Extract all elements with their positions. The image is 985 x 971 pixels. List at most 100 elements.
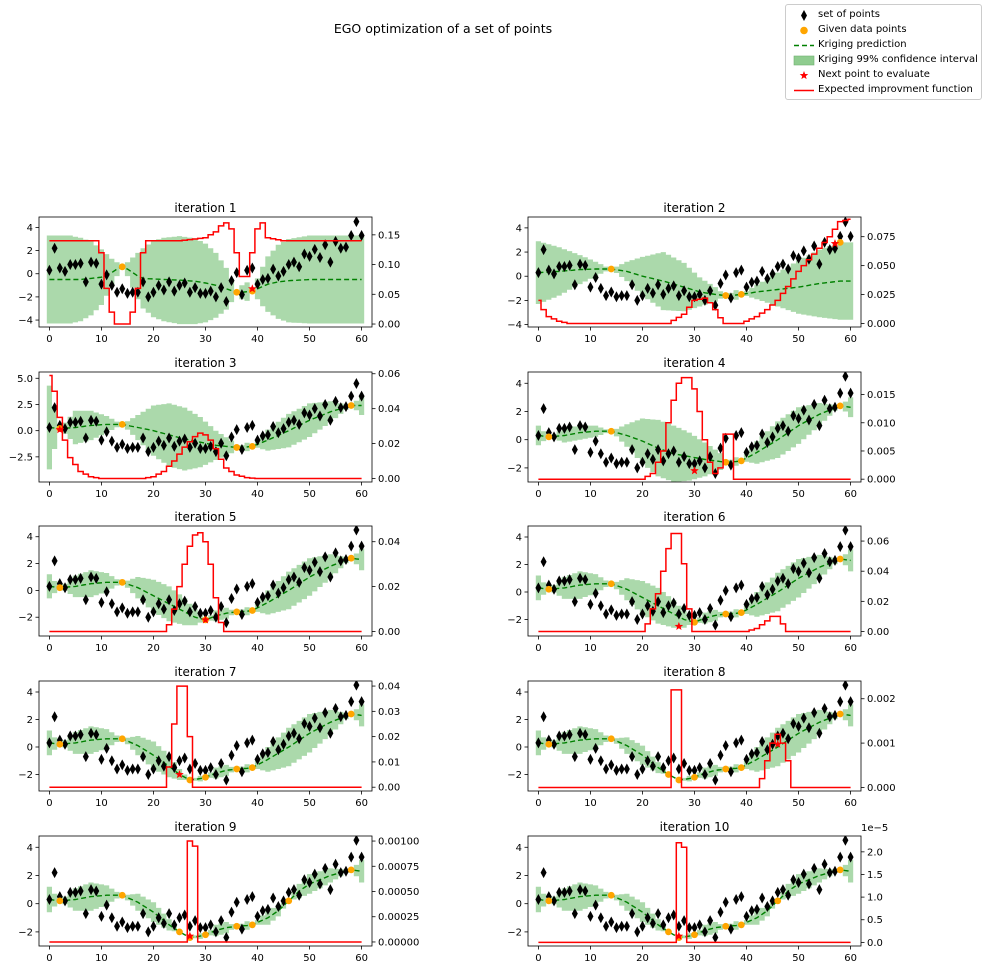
data-point-diamond xyxy=(301,407,308,419)
data-point-diamond xyxy=(301,874,308,886)
data-point-diamond xyxy=(67,416,74,428)
data-point-diamond xyxy=(192,758,199,769)
data-point-diamond xyxy=(56,262,63,274)
given-data-point xyxy=(118,891,126,899)
data-point-diamond xyxy=(597,600,604,612)
data-point-diamond xyxy=(171,285,178,297)
data-point-diamond xyxy=(98,278,105,290)
y2-tick-label: 0.00 xyxy=(378,474,400,485)
data-point-diamond xyxy=(348,696,355,708)
data-point-diamond xyxy=(655,908,662,920)
expected-improvement-line xyxy=(49,840,362,943)
data-point-diamond xyxy=(712,932,719,944)
data-point-diamond xyxy=(337,711,344,723)
x-tick-label: 50 xyxy=(303,334,316,345)
data-point-diamond xyxy=(577,884,584,896)
x-tick-label: 40 xyxy=(251,953,264,964)
data-point-diamond xyxy=(639,290,646,302)
x-tick-label: 30 xyxy=(199,643,212,654)
y-tick-label: 4 xyxy=(27,843,33,854)
data-point-diamond xyxy=(582,259,589,271)
data-point-diamond xyxy=(88,571,95,583)
data-point-diamond xyxy=(264,590,271,602)
data-point-diamond xyxy=(665,600,672,612)
given-data-point xyxy=(202,773,209,781)
data-point-diamond xyxy=(103,269,110,281)
data-point-diamond xyxy=(722,896,729,908)
y-tick-label: −2 xyxy=(18,613,33,624)
data-point-diamond xyxy=(342,401,349,413)
data-point-diamond xyxy=(171,762,178,774)
given-data-point xyxy=(186,776,194,784)
confidence-interval-band xyxy=(46,548,365,626)
x-tick-label: 50 xyxy=(792,643,805,654)
data-point-diamond xyxy=(603,456,610,468)
data-point-diamond xyxy=(249,419,256,431)
data-point-diamond xyxy=(311,868,318,880)
data-point-diamond xyxy=(93,415,100,427)
data-point-diamond xyxy=(114,763,121,775)
x-tick-label: 10 xyxy=(95,334,108,345)
data-point-diamond xyxy=(665,755,672,767)
y-tick-label: −2 xyxy=(18,292,33,303)
data-point-diamond xyxy=(103,586,110,598)
data-point-diamond xyxy=(800,712,807,724)
data-point-diamond xyxy=(608,759,615,771)
data-point-diamond xyxy=(160,917,167,929)
data-point-diamond xyxy=(72,258,79,270)
diamond-marker-icon xyxy=(801,10,807,21)
next-point-star xyxy=(773,739,783,748)
given-data-point xyxy=(545,740,553,748)
data-point-diamond xyxy=(733,582,740,594)
data-point-diamond xyxy=(629,751,636,763)
data-point-diamond xyxy=(727,923,734,935)
data-point-diamond xyxy=(779,727,786,739)
data-point-diamond xyxy=(556,422,563,434)
data-point-diamond xyxy=(603,290,610,302)
data-point-diamond xyxy=(322,398,329,410)
next-point-star xyxy=(690,466,699,475)
expected-improvement-line xyxy=(49,685,362,788)
data-point-diamond xyxy=(608,604,615,616)
x-tick-label: 0 xyxy=(46,798,52,809)
data-point-diamond xyxy=(322,862,329,874)
data-point-diamond xyxy=(46,737,53,749)
x-tick-label: 50 xyxy=(303,489,316,500)
given-data-point xyxy=(607,735,615,743)
data-point-diamond xyxy=(280,423,287,435)
data-point-diamond xyxy=(218,758,225,769)
data-point-diamond xyxy=(176,435,183,447)
data-point-diamond xyxy=(618,920,625,932)
y2-tick-label: 0.04 xyxy=(378,404,400,415)
data-point-diamond xyxy=(337,242,344,254)
data-point-diamond xyxy=(145,291,152,303)
data-point-diamond xyxy=(186,441,193,453)
data-point-diamond xyxy=(129,606,136,618)
data-point-diamond xyxy=(72,416,79,428)
y2-tick-label: 0.002 xyxy=(867,694,896,705)
data-point-diamond xyxy=(145,446,152,458)
data-point-diamond xyxy=(306,877,313,889)
data-point-diamond xyxy=(774,261,781,273)
data-point-diamond xyxy=(779,884,786,896)
x-tick-label: 30 xyxy=(199,798,212,809)
data-point-diamond xyxy=(597,282,604,294)
data-point-diamond xyxy=(811,398,818,410)
data-point-diamond xyxy=(608,916,615,928)
data-point-diamond xyxy=(774,886,781,898)
data-point-diamond xyxy=(837,541,844,553)
data-point-diamond xyxy=(103,899,110,911)
data-point-diamond xyxy=(77,572,84,584)
y2-tick-label: 0.000 xyxy=(867,319,896,330)
data-point-diamond xyxy=(67,730,74,742)
data-point-diamond xyxy=(826,403,833,415)
y-tick-label: 0 xyxy=(516,899,522,910)
data-point-diamond xyxy=(82,432,89,444)
data-point-diamond xyxy=(322,551,329,563)
data-point-diamond xyxy=(155,598,162,610)
y-tick-label: −2 xyxy=(507,770,522,781)
given-data-point xyxy=(56,740,64,748)
given-data-point xyxy=(233,444,241,451)
data-point-diamond xyxy=(785,578,792,590)
x-tick-label: 50 xyxy=(792,489,805,500)
